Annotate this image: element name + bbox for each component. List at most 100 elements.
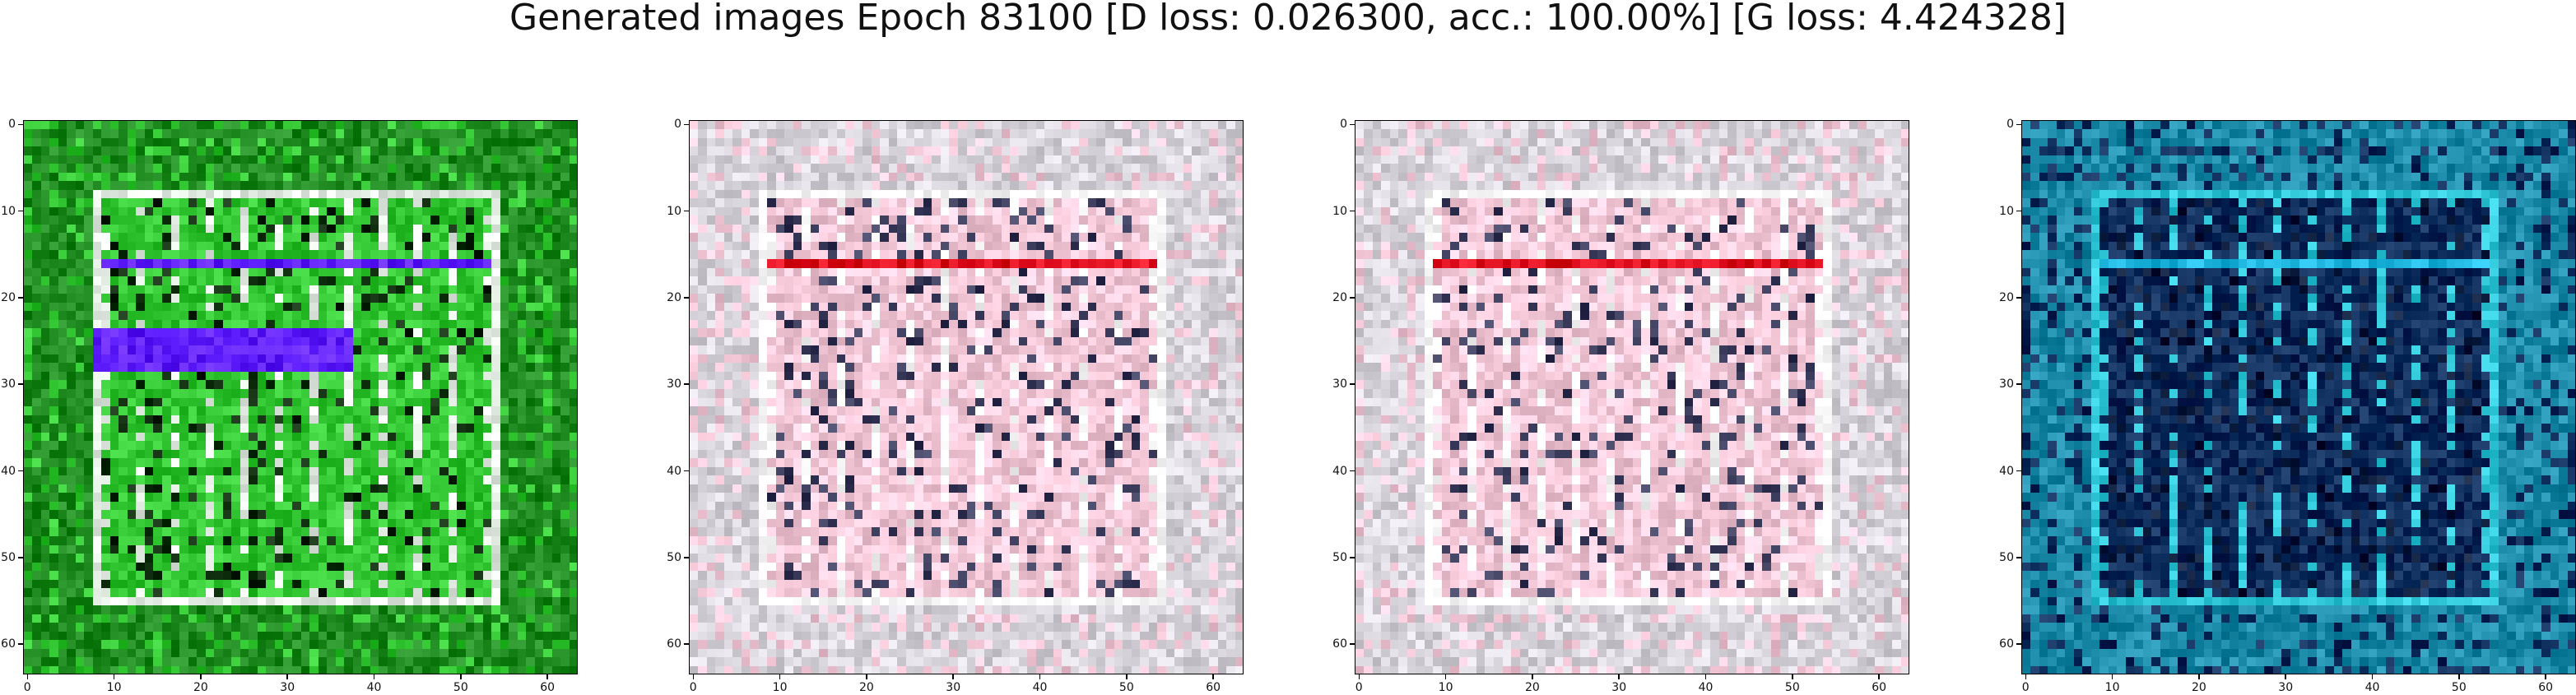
x-tick-label: 10 <box>2104 681 2120 694</box>
x-tick-mark <box>373 674 375 679</box>
y-tick-label: 20 <box>1999 290 2014 304</box>
x-tick-label: 0 <box>689 681 697 694</box>
y-tick-mark <box>684 297 689 299</box>
x-tick-label: 40 <box>2364 681 2380 694</box>
x-tick-label: 30 <box>2278 681 2294 694</box>
y-tick-label: 10 <box>1332 204 1347 218</box>
y-tick-mark <box>1350 557 1355 558</box>
x-tick-mark <box>200 674 202 679</box>
x-tick-mark <box>2285 674 2286 679</box>
x-tick-label: 20 <box>858 681 874 694</box>
heatmap-image <box>1355 120 1909 674</box>
x-tick-label: 60 <box>2538 681 2554 694</box>
y-tick-mark <box>18 470 23 472</box>
x-tick-label: 0 <box>2021 681 2030 694</box>
x-tick-label: 50 <box>2451 681 2467 694</box>
y-tick-label: 10 <box>1 204 16 218</box>
x-tick-mark <box>1212 674 1214 679</box>
x-tick-label: 30 <box>946 681 961 694</box>
y-tick-mark <box>18 643 23 645</box>
y-tick-label: 30 <box>1 378 16 392</box>
heatmap-image <box>23 120 578 674</box>
y-tick-label: 60 <box>1999 637 2014 651</box>
x-tick-label: 10 <box>772 681 788 694</box>
y-tick-label: 50 <box>1332 550 1347 564</box>
x-tick-mark <box>1792 674 1793 679</box>
y-tick-mark <box>1350 210 1355 212</box>
image-panel-4: 0 10 20 30 40 50 60 0 10 20 30 40 50 60 <box>1999 118 2576 693</box>
x-tick-label: 0 <box>1355 681 1363 694</box>
image-panel-1: 0 10 20 30 40 50 60 0 10 20 30 40 50 60 <box>1 118 578 693</box>
y-tick-mark <box>1350 123 1355 126</box>
x-tick-mark <box>546 674 548 679</box>
x-tick-mark <box>2025 674 2027 679</box>
x-tick-mark <box>286 674 288 679</box>
y-tick-mark <box>2016 297 2021 299</box>
y-tick-label: 30 <box>1332 378 1347 392</box>
y-tick-label: 40 <box>667 464 681 478</box>
y-tick-mark <box>684 470 689 472</box>
x-tick-label: 10 <box>106 681 122 694</box>
y-tick-label: 0 <box>8 118 16 132</box>
y-tick-mark <box>684 383 689 385</box>
x-tick-mark <box>2545 674 2546 679</box>
x-tick-label: 20 <box>1524 681 1540 694</box>
figure-title: Generated images Epoch 83100 [D loss: 0.… <box>509 0 2067 39</box>
x-tick-mark <box>2198 674 2200 679</box>
y-tick-mark <box>684 210 689 212</box>
y-tick-label: 30 <box>1999 378 2014 392</box>
y-tick-mark <box>1350 470 1355 472</box>
x-tick-mark <box>1704 674 1707 679</box>
y-tick-mark <box>684 643 689 645</box>
x-tick-mark <box>113 674 115 679</box>
y-tick-mark <box>2016 557 2021 558</box>
image-panel-2: 0 10 20 30 40 50 60 0 10 20 30 40 50 60 <box>667 118 1244 693</box>
y-tick-label: 0 <box>674 118 681 132</box>
heatmap-pixels <box>2022 121 2575 674</box>
x-tick-label: 30 <box>280 681 295 694</box>
x-tick-label: 10 <box>1438 681 1453 694</box>
y-tick-mark <box>2016 210 2021 212</box>
y-tick-label: 40 <box>1332 464 1347 478</box>
x-tick-label: 60 <box>1872 681 1887 694</box>
y-tick-mark <box>18 557 23 558</box>
x-tick-mark <box>460 674 462 679</box>
y-tick-mark <box>1350 297 1355 299</box>
y-tick-label: 40 <box>1 464 16 478</box>
x-tick-mark <box>779 674 781 679</box>
x-tick-mark <box>26 674 29 679</box>
image-panel-3: 0 10 20 30 40 50 60 0 10 20 30 40 50 60 <box>1332 118 1909 693</box>
heatmap-image <box>689 120 1244 674</box>
x-tick-mark <box>2111 674 2113 679</box>
y-tick-label: 0 <box>2006 118 2014 132</box>
x-tick-mark <box>1618 674 1620 679</box>
y-tick-label: 20 <box>1 290 16 304</box>
x-tick-label: 30 <box>1611 681 1627 694</box>
y-tick-label: 30 <box>667 378 681 392</box>
y-tick-mark <box>2016 123 2021 126</box>
y-tick-mark <box>18 210 23 212</box>
x-tick-label: 20 <box>2191 681 2206 694</box>
x-tick-mark <box>692 674 695 679</box>
y-tick-label: 60 <box>667 637 681 651</box>
heatmap-image <box>2021 120 2576 674</box>
x-tick-label: 60 <box>1206 681 1221 694</box>
y-tick-label: 20 <box>1332 290 1347 304</box>
y-tick-mark <box>2016 383 2021 385</box>
y-tick-mark <box>18 383 23 385</box>
y-tick-mark <box>18 297 23 299</box>
y-tick-mark <box>1350 643 1355 645</box>
heatmap-pixels <box>1355 121 1909 674</box>
x-tick-mark <box>1358 674 1360 679</box>
x-tick-label: 40 <box>1698 681 1713 694</box>
y-tick-label: 50 <box>1999 550 2014 564</box>
y-tick-mark <box>18 123 23 126</box>
x-tick-label: 40 <box>1032 681 1048 694</box>
x-tick-mark <box>2371 674 2374 679</box>
y-tick-label: 50 <box>667 550 681 564</box>
x-tick-label: 60 <box>540 681 556 694</box>
y-tick-label: 40 <box>1999 464 2014 478</box>
y-tick-label: 10 <box>667 204 681 218</box>
x-tick-mark <box>1126 674 1128 679</box>
y-tick-mark <box>1350 383 1355 385</box>
